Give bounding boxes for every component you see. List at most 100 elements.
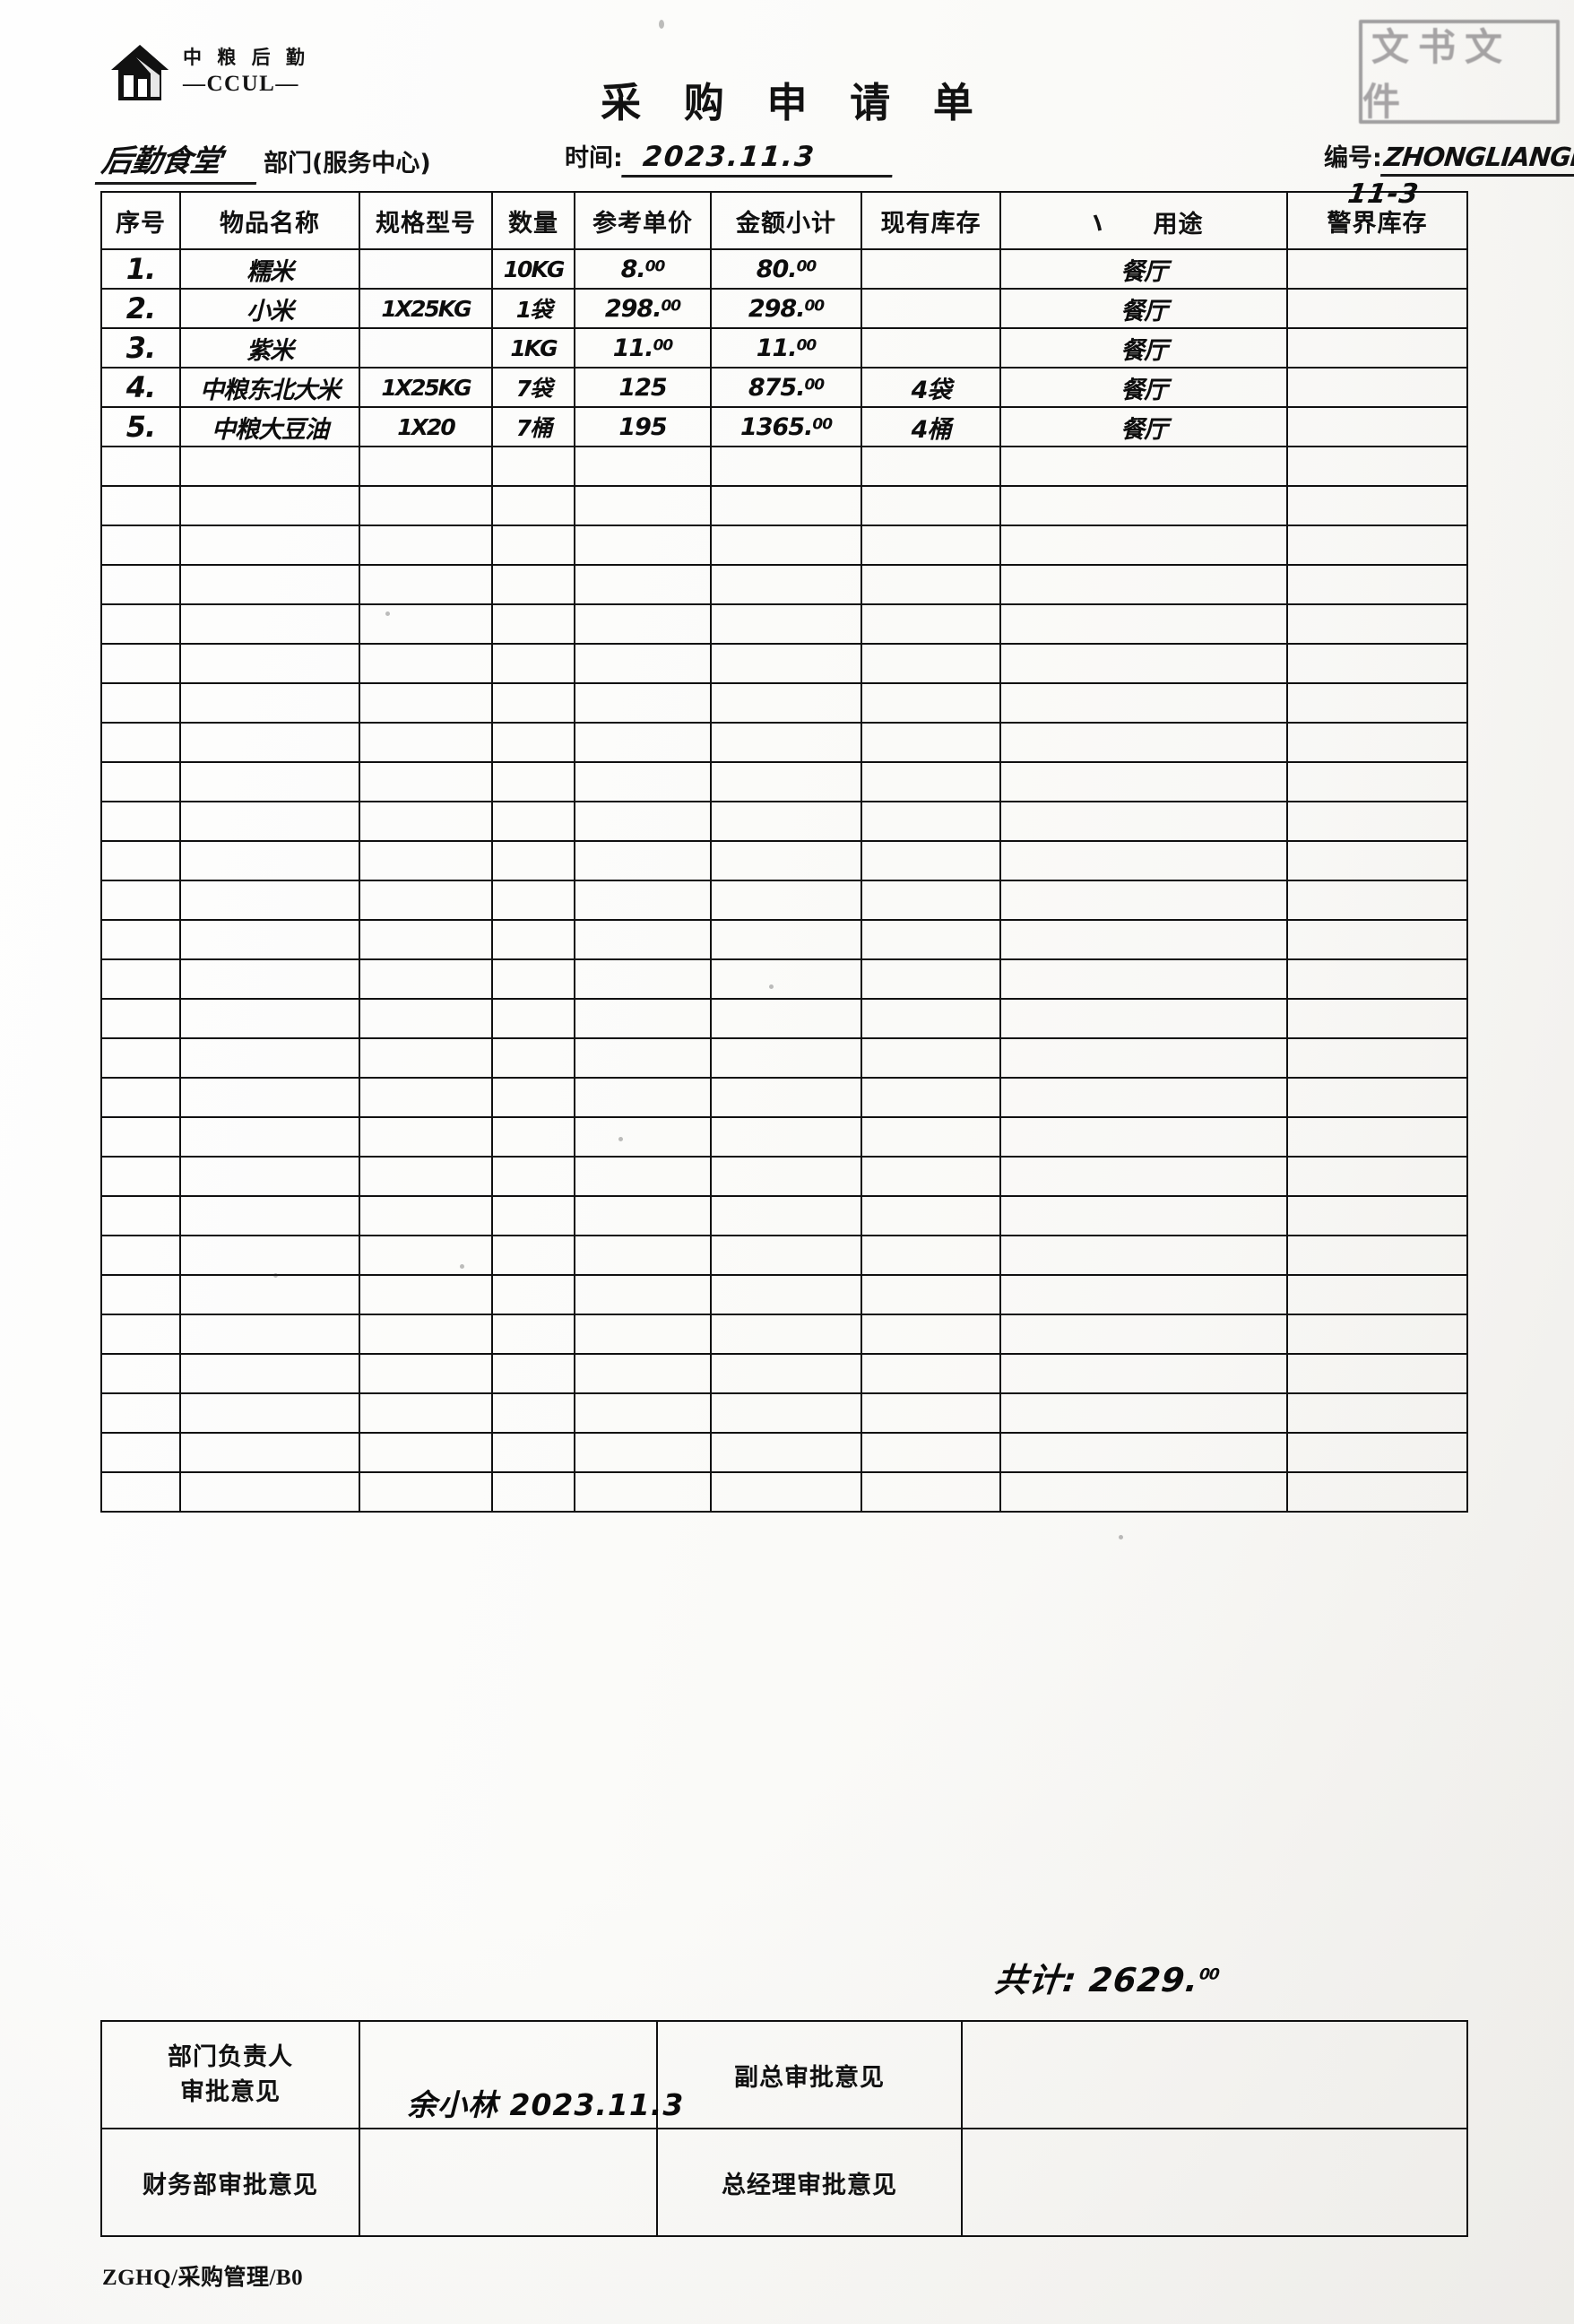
empty-cell[interactable] <box>999 525 1288 566</box>
empty-cell[interactable] <box>100 998 181 1039</box>
empty-cell[interactable] <box>861 1432 1001 1473</box>
empty-cell[interactable] <box>179 801 360 842</box>
empty-cell[interactable] <box>999 1392 1288 1434</box>
empty-cell[interactable] <box>861 1156 1001 1197</box>
empty-cell[interactable] <box>1286 564 1468 605</box>
empty-cell[interactable] <box>1286 722 1468 763</box>
empty-cell[interactable] <box>100 919 181 960</box>
empty-cell[interactable] <box>1286 880 1468 921</box>
empty-cell[interactable] <box>491 485 575 526</box>
empty-cell[interactable] <box>710 919 862 960</box>
empty-cell[interactable] <box>1286 1037 1468 1079</box>
empty-cell[interactable] <box>359 1116 493 1158</box>
empty-cell[interactable] <box>100 1116 181 1158</box>
empty-cell[interactable] <box>359 919 493 960</box>
empty-cell[interactable] <box>861 1077 1001 1118</box>
empty-cell[interactable] <box>491 722 575 763</box>
item-name-cell[interactable]: 中粮东北大米 <box>179 367 360 408</box>
empty-cell[interactable] <box>999 998 1288 1039</box>
item-warn-stock-cell[interactable] <box>1286 367 1468 408</box>
empty-cell[interactable] <box>179 1432 360 1473</box>
empty-cell[interactable] <box>710 1392 862 1434</box>
empty-cell[interactable] <box>491 919 575 960</box>
empty-cell[interactable] <box>1286 919 1468 960</box>
empty-cell[interactable] <box>999 1077 1288 1118</box>
empty-cell[interactable] <box>100 1195 181 1236</box>
empty-cell[interactable] <box>491 1274 575 1315</box>
item-warn-stock-cell[interactable] <box>1286 406 1468 447</box>
empty-cell[interactable] <box>1286 485 1468 526</box>
item-no-cell[interactable]: 4. <box>100 367 181 408</box>
item-price-cell[interactable]: 8.00 <box>574 248 712 290</box>
empty-cell[interactable] <box>861 564 1001 605</box>
empty-cell[interactable] <box>491 1156 575 1197</box>
empty-cell[interactable] <box>100 485 181 526</box>
empty-cell[interactable] <box>491 1353 575 1394</box>
empty-cell[interactable] <box>999 564 1288 605</box>
empty-cell[interactable] <box>574 1471 712 1513</box>
empty-cell[interactable] <box>491 603 575 645</box>
item-use-cell[interactable]: 餐厅 <box>999 367 1288 408</box>
empty-cell[interactable] <box>999 603 1288 645</box>
empty-cell[interactable] <box>710 446 862 487</box>
empty-cell[interactable] <box>861 603 1001 645</box>
item-use-cell[interactable]: 餐厅 <box>999 248 1288 290</box>
empty-cell[interactable] <box>359 682 493 724</box>
empty-cell[interactable] <box>710 1353 862 1394</box>
empty-cell[interactable] <box>861 1195 1001 1236</box>
empty-cell[interactable] <box>574 643 712 684</box>
item-no-cell[interactable]: 3. <box>100 327 181 369</box>
empty-cell[interactable] <box>1286 682 1468 724</box>
empty-cell[interactable] <box>491 1235 575 1276</box>
empty-cell[interactable] <box>179 446 360 487</box>
empty-cell[interactable] <box>491 840 575 881</box>
empty-cell[interactable] <box>710 880 862 921</box>
empty-cell[interactable] <box>1286 1392 1468 1434</box>
empty-cell[interactable] <box>359 1077 493 1118</box>
empty-cell[interactable] <box>491 1195 575 1236</box>
empty-cell[interactable] <box>710 485 862 526</box>
item-price-cell[interactable]: 195 <box>574 406 712 447</box>
empty-cell[interactable] <box>710 525 862 566</box>
empty-cell[interactable] <box>491 1432 575 1473</box>
empty-cell[interactable] <box>359 1274 493 1315</box>
empty-cell[interactable] <box>491 564 575 605</box>
item-warn-stock-cell[interactable] <box>1286 248 1468 290</box>
empty-cell[interactable] <box>491 1471 575 1513</box>
empty-cell[interactable] <box>179 485 360 526</box>
empty-cell[interactable] <box>710 1235 862 1276</box>
empty-cell[interactable] <box>179 643 360 684</box>
empty-cell[interactable] <box>179 840 360 881</box>
empty-cell[interactable] <box>359 1195 493 1236</box>
empty-cell[interactable] <box>359 998 493 1039</box>
empty-cell[interactable] <box>574 603 712 645</box>
item-amount-cell[interactable]: 1365.00 <box>710 406 862 447</box>
empty-cell[interactable] <box>574 485 712 526</box>
empty-cell[interactable] <box>491 525 575 566</box>
item-current-stock-cell[interactable]: 4袋 <box>861 367 1001 408</box>
empty-cell[interactable] <box>999 1037 1288 1079</box>
empty-cell[interactable] <box>861 485 1001 526</box>
empty-cell[interactable] <box>574 682 712 724</box>
empty-cell[interactable] <box>574 1392 712 1434</box>
empty-cell[interactable] <box>1286 643 1468 684</box>
empty-cell[interactable] <box>861 1353 1001 1394</box>
empty-cell[interactable] <box>100 1274 181 1315</box>
empty-cell[interactable] <box>100 525 181 566</box>
empty-cell[interactable] <box>999 840 1288 881</box>
empty-cell[interactable] <box>359 801 493 842</box>
empty-cell[interactable] <box>359 1314 493 1355</box>
empty-cell[interactable] <box>491 998 575 1039</box>
item-name-cell[interactable]: 小米 <box>179 288 360 329</box>
empty-cell[interactable] <box>861 1392 1001 1434</box>
empty-cell[interactable] <box>999 801 1288 842</box>
empty-cell[interactable] <box>574 1116 712 1158</box>
item-qty-cell[interactable]: 10KG <box>491 248 575 290</box>
empty-cell[interactable] <box>1286 525 1468 566</box>
item-name-cell[interactable]: 紫米 <box>179 327 360 369</box>
empty-cell[interactable] <box>179 958 360 1000</box>
empty-cell[interactable] <box>1286 1195 1468 1236</box>
empty-cell[interactable] <box>179 1195 360 1236</box>
empty-cell[interactable] <box>359 643 493 684</box>
empty-cell[interactable] <box>179 919 360 960</box>
